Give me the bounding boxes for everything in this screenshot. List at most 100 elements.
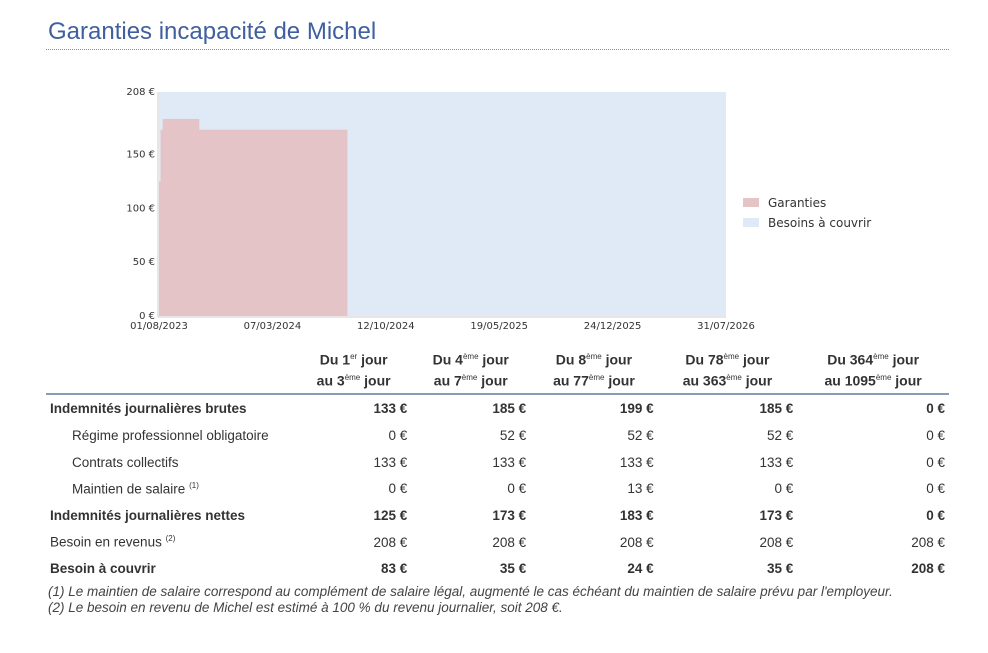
garanties-step [162,118,200,316]
header-text: jour [360,372,391,389]
cell-value: 0 € [926,507,945,523]
header-text: jour [888,351,920,368]
header-text: jour [739,351,770,368]
cell-value: 52 € [766,427,794,443]
header-sup: ème [723,352,740,361]
header-text: au 1095 [824,372,876,389]
guarantees-chart: 0 € 50 € 100 € 150 € 208 € 01/08/2023 07/03/20… [126,87,871,332]
legend-label: Besoins à couvrir [768,216,871,230]
garanties-step [159,181,162,316]
row-label: Besoin à couvrir [46,555,296,582]
header-text: jour [741,372,773,389]
header-text: jour [604,372,635,389]
cell-value: 13 € [627,481,654,497]
legend-label: Garanties [768,196,826,210]
cell-value: 35 € [499,561,527,577]
footnote-ref: (1) [189,480,199,490]
x-tick-label: 24/12/2025 [584,321,642,332]
row-label: Contrats collectifs [46,449,296,476]
x-tick-label: 31/07/2026 [697,321,755,332]
legend-swatch [743,198,759,207]
cell-value: 133 € [759,454,794,470]
header-sup: ème [462,352,479,361]
footnotes: (1) Le maintien de salaire correspond au… [48,584,893,616]
cell-value: 0 € [388,481,408,497]
header-sup: ème [461,372,478,382]
header-text: Du 78 [685,351,724,368]
cell-value: 0 € [926,481,945,497]
header-sup: ème [875,372,892,382]
cell-value: 133 € [373,401,408,417]
header-text: Du 364 [827,351,874,368]
cell-value: 133 € [373,454,408,470]
y-tick-label: 208 € [126,87,155,98]
table-row: Maintien de salaire (1) 0 € 0 € 13 € 0 € 0 € [46,475,949,502]
legend-swatch [743,218,759,227]
column-header: Du 1er jour au 3ème jour [296,345,412,396]
column-header: Du 78ème jour au 363ème jour [657,345,798,396]
x-tick-label: 12/10/2024 [357,321,415,332]
cell-value: 173 € [492,507,527,523]
table-row: Régime professionnel obligatoire 0 € 52 € 5… [46,422,949,449]
header-text: au 7 [433,372,462,389]
footnote-ref: (2) [165,534,176,544]
cell-value: 208 € [373,534,408,550]
row-label-text: Contrats collectifs [72,454,179,470]
header-text: jour [477,372,508,389]
header-text: Du 4 [432,351,463,368]
header-sup: ème [726,372,742,382]
garanties-step [198,129,348,316]
cell-value: 0 € [926,454,945,470]
footnote-2: (2) Le besoin en revenu de Michel est es… [48,600,563,615]
cell-value: 83 € [381,561,408,577]
cell-value: 0 € [926,427,945,443]
cell-value: 208 € [759,534,794,550]
page-title: Garanties incapacité de Michel [48,18,377,45]
cell-value: 0 € [774,481,794,497]
row-label-text: Besoin à couvrir [50,561,156,577]
column-header: Du 8ème jour au 77ème jour [530,345,658,396]
cell-value: 0 € [388,427,408,443]
cell-value: 173 € [759,507,794,523]
y-tick-label: 50 € [133,257,155,268]
y-tick-label: 150 € [126,149,155,160]
row-label-text: Régime professionnel obligatoire [72,427,269,443]
header-text: jour [478,351,509,368]
cell-value: 208 € [911,534,945,550]
header-sup: ème [588,372,605,382]
header-text: au 3 [316,372,345,389]
header-text: Du 8 [555,351,587,368]
cell-value: 185 € [492,401,527,417]
row-label: Indemnités journalières brutes [46,394,296,422]
header-text: au 77 [553,372,589,389]
table-row: Besoin en revenus (2) 208 € 208 € 208 € 208 … [46,529,949,556]
cell-value: 208 € [619,534,654,550]
cell-value: 0 € [507,481,527,497]
header-text: jour [357,351,388,368]
row-label: Maintien de salaire (1) [46,475,296,502]
x-tick-label: 07/03/2024 [244,321,302,332]
cell-value: 52 € [499,427,527,443]
cell-value: 52 € [627,427,654,443]
cell-value: 199 € [619,401,654,417]
garanties-step [160,129,164,316]
table-row: Contrats collectifs 133 € 133 € 133 € 133 € 0… [46,449,949,476]
row-label-text: Indemnités journalières nettes [50,507,246,523]
column-header: Du 364ème jour au 1095ème jour [797,345,949,396]
footnote-1: (1) Le maintien de salaire correspond au… [48,584,893,599]
row-label-text: Besoin en revenus [50,534,162,550]
cell-value: 183 € [619,507,654,523]
cell-value: 125 € [373,507,408,523]
header-sup: ème [586,352,602,361]
header-text: jour [601,351,633,368]
header-text: au 363 [682,372,727,389]
header-sup: er [350,352,358,361]
x-tick-label: 01/08/2023 [130,321,188,332]
table-row: Besoin à couvrir 83 € 35 € 24 € 35 € 208 € [46,555,949,582]
table-row: Indemnités journalières brutes 133 € 185 €… [46,394,949,422]
row-label-text: Indemnités journalières brutes [50,401,247,417]
header-text: jour [891,372,922,389]
cell-value: 133 € [619,454,654,470]
cell-value: 208 € [911,561,945,577]
title-divider [46,49,949,50]
